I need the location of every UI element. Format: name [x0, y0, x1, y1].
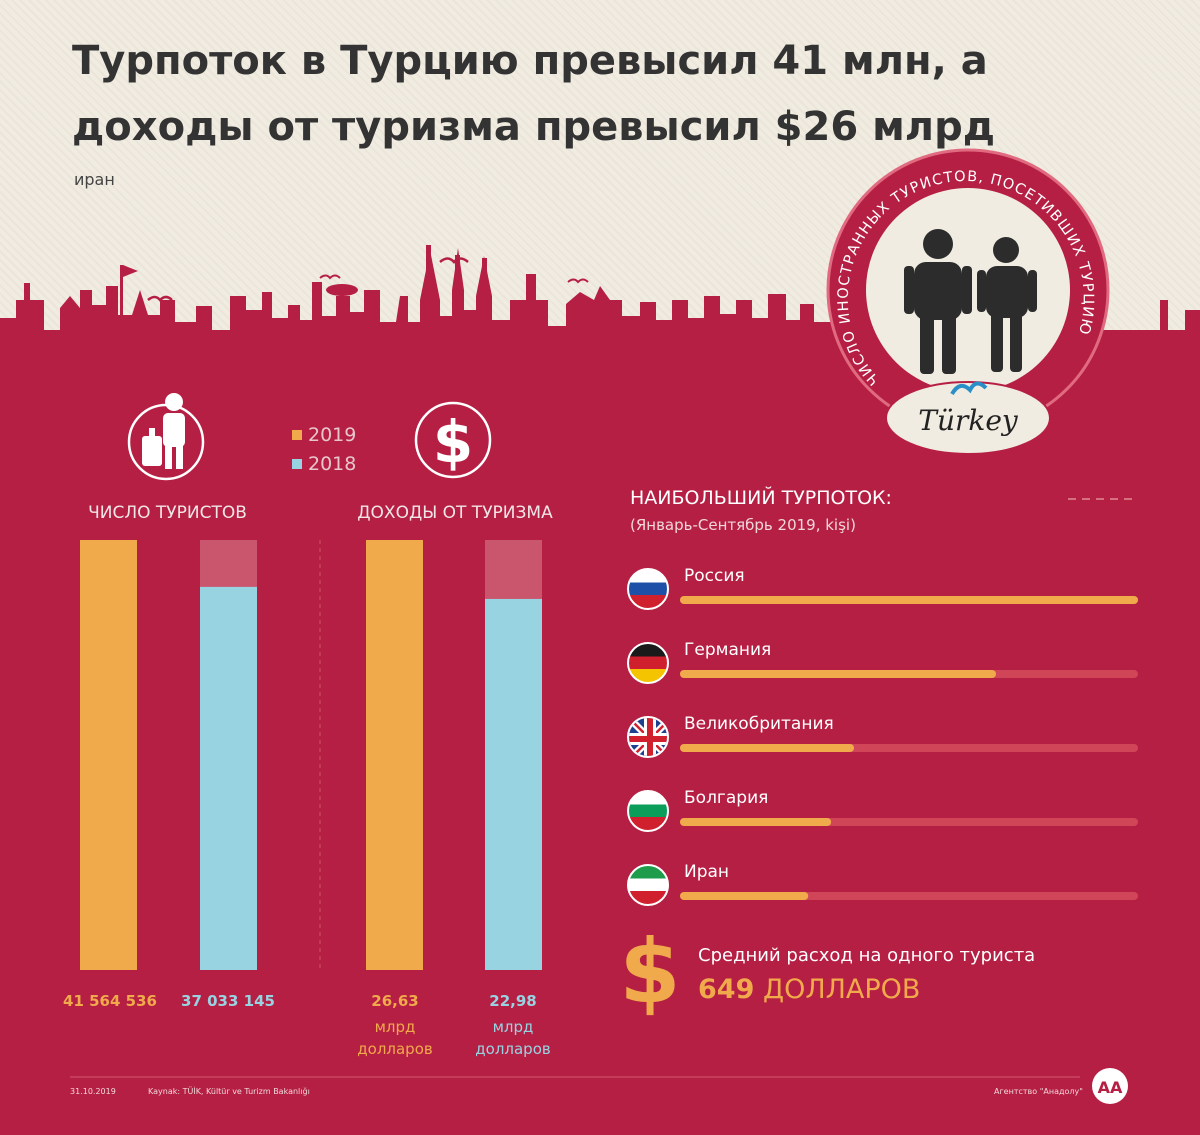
country-label-germany: Германия	[684, 640, 772, 660]
tourists-bar-2019	[80, 540, 137, 970]
turkey-logo	[885, 381, 1051, 455]
footer-source: Kaynak: TÜİK, Kültür ve Turizm Bakanlığı	[148, 1087, 310, 1096]
tourists-2018-value: 37 033 145	[181, 992, 275, 1010]
traveler-luggage-icon	[127, 393, 205, 481]
flag-shape	[123, 265, 138, 277]
tourists-badge: ЧИСЛО ИНОСТРАННЫХ ТУРИСТОВ, ПОСЕТИВШИХ Т…	[826, 148, 1110, 455]
legend-swatch	[292, 459, 302, 469]
aa-logo-icon: AA	[1092, 1068, 1128, 1104]
bulgaria-flag-icon	[627, 790, 669, 832]
spending-value: 649 ДОЛЛАРОВ	[698, 974, 920, 1005]
spending-label: Средний расход на одного туриста	[698, 945, 1036, 966]
palm-tree-icon	[326, 284, 358, 320]
country-bar-0	[680, 596, 1138, 604]
country-bar-1	[680, 670, 997, 678]
spending-amount: 649	[698, 974, 755, 1005]
svg-text:AA: AA	[1098, 1078, 1123, 1097]
footer-date: 31.10.2019	[70, 1087, 116, 1096]
legend-swatch	[292, 430, 302, 440]
legend-label: 2019	[308, 424, 357, 446]
russia-flag-icon	[627, 568, 669, 610]
top-countries-title: НАИБОЛЬШИЙ ТУРПОТОК:	[630, 487, 892, 509]
country-bar-2	[680, 744, 855, 752]
country-bar-3	[680, 818, 832, 826]
country-bar-4	[680, 892, 809, 900]
seagull-1	[439, 257, 469, 264]
germany-flag-icon	[627, 642, 669, 684]
tourists-2019-value: 41 564 536	[63, 992, 157, 1010]
country-bar-chart	[680, 596, 1138, 900]
income-bar-2019	[366, 540, 423, 970]
country-label-bulgaria: Болгария	[684, 788, 769, 808]
seagull-4	[319, 274, 341, 280]
tourists-chart-title: ЧИСЛО ТУРИСТОВ	[88, 503, 247, 523]
country-label-uk: Великобритания	[684, 714, 834, 734]
uk-flag-icon	[627, 716, 669, 758]
legend-label: 2018	[308, 453, 357, 475]
income-2019-value: 26,63	[371, 992, 419, 1010]
svg-text:$: $	[433, 408, 473, 476]
income-bar-2018	[485, 598, 542, 970]
spending-currency: ДОЛЛАРОВ	[762, 974, 921, 1005]
footer-agency: Агентство "Анадолу"	[994, 1087, 1083, 1096]
minaret-3	[482, 258, 487, 318]
seagull-2	[147, 295, 173, 302]
skyline-silhouette	[0, 248, 1200, 1135]
income-2018-value: 22,98	[489, 992, 537, 1010]
income-2019-unit: млрд долларов	[357, 1018, 433, 1058]
page-subtitle: иран	[74, 170, 115, 189]
mast-1	[120, 265, 123, 315]
minaret-2	[455, 255, 460, 315]
page-title: Турпоток в Турцию превысил 41 млн, а дох…	[72, 38, 996, 150]
tulip-icon	[950, 381, 988, 396]
turkey-logo-text: Türkey	[918, 404, 1019, 437]
income-2018-unit: млрд долларов	[475, 1018, 551, 1058]
legend-item-2018: 2018	[292, 453, 356, 475]
minaret-1	[426, 245, 431, 315]
legend-item-2019: 2019	[292, 424, 356, 446]
iran-flag-icon	[627, 864, 669, 906]
tourists-bar-2018	[200, 586, 257, 970]
country-label-iran: Иран	[684, 862, 730, 882]
top-countries-subtitle: (Январь-Сентябрь 2019, kişi)	[630, 516, 856, 534]
dollar-coin-icon: $	[414, 401, 492, 479]
backpackers-icon	[904, 229, 1037, 374]
dollar-sign-icon: $	[619, 920, 680, 1023]
vertical-bar-charts	[80, 540, 542, 970]
seagull-3	[567, 278, 589, 284]
income-chart-title: ДОХОДЫ ОТ ТУРИЗМА	[357, 503, 553, 523]
country-label-russia: Россия	[684, 566, 745, 586]
